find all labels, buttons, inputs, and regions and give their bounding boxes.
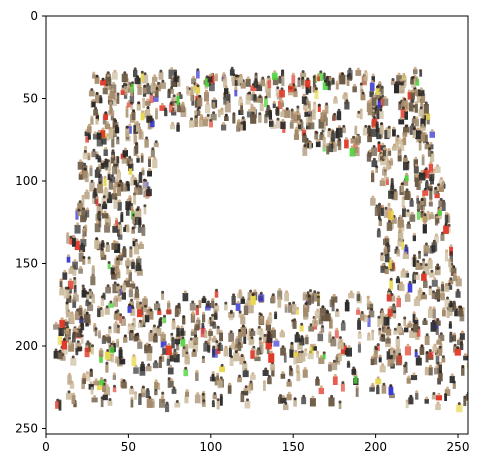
y-tick-label: 0 [30,9,38,23]
x-tick-50: 50 [121,434,136,454]
x-tick-label: 200 [364,440,387,454]
y-tick-label: 50 [23,92,38,106]
y-tick-150: 150 [15,257,46,271]
axes-frame [45,15,469,435]
y-tick-0: 0 [30,9,46,23]
crowd-pattern [53,66,468,413]
x-axis: 0 50 100 150 200 250 [42,434,469,454]
y-tick-label: 250 [15,422,38,436]
x-tick-0: 0 [42,434,50,454]
y-tick-label: 200 [15,339,38,353]
x-tick-200: 200 [364,434,387,454]
x-tick-label: 250 [447,440,470,454]
x-tick-100: 100 [199,434,222,454]
x-tick-label: 100 [199,440,222,454]
y-tick-100: 100 [15,174,46,188]
x-tick-label: 0 [42,440,50,454]
y-tick-250: 250 [15,422,46,436]
image-area [46,16,468,434]
x-tick-250: 250 [447,434,470,454]
y-axis: 0 50 100 150 200 250 [15,9,46,436]
y-tick-label: 100 [15,174,38,188]
y-tick-200: 200 [15,339,46,353]
y-tick-50: 50 [23,92,46,106]
y-tick-label: 150 [15,257,38,271]
x-tick-150: 150 [282,434,305,454]
x-tick-label: 50 [121,440,136,454]
x-tick-label: 150 [282,440,305,454]
